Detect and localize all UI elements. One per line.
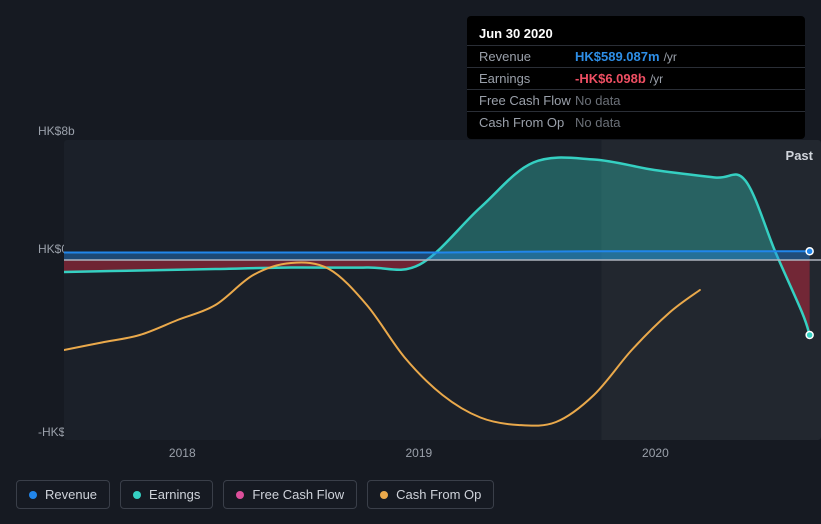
tooltip-row: Free Cash FlowNo data [467, 89, 805, 111]
ytick-label: HK$8b [38, 124, 75, 138]
legend-dot [133, 491, 141, 499]
xtick-label: 2018 [169, 446, 196, 460]
xtick-label: 2019 [405, 446, 432, 460]
legend-label: Revenue [45, 487, 97, 502]
xtick-label: 2020 [642, 446, 669, 460]
x-axis: 2018 2019 2020 [64, 446, 821, 466]
tooltip-row-unit: /yr [664, 50, 677, 64]
legend: Revenue Earnings Free Cash Flow Cash From O… [16, 480, 494, 509]
tooltip-row-value: No data [575, 93, 621, 108]
legend-dot [380, 491, 388, 499]
legend-item[interactable]: Revenue [16, 480, 110, 509]
tooltip-row: RevenueHK$589.087m/yr [467, 45, 805, 67]
tooltip-row-label: Revenue [479, 49, 575, 64]
legend-item[interactable]: Free Cash Flow [223, 480, 357, 509]
legend-dot [236, 491, 244, 499]
tooltip-row-value: -HK$6.098b [575, 71, 646, 86]
tooltip-row: Earnings-HK$6.098b/yr [467, 67, 805, 89]
financials-chart: HK$8b HK$0 -HK$12b Past 201820192020 [16, 120, 805, 460]
tooltip-row-label: Earnings [479, 71, 575, 86]
legend-label: Earnings [149, 487, 200, 502]
legend-item[interactable]: Earnings [120, 480, 213, 509]
legend-label: Free Cash Flow [252, 487, 344, 502]
legend-item[interactable]: Cash From Op [367, 480, 494, 509]
tooltip-row-unit: /yr [650, 72, 663, 86]
legend-label: Cash From Op [396, 487, 481, 502]
plot-area[interactable]: Past [64, 140, 821, 440]
tooltip-title: Jun 30 2020 [467, 22, 805, 45]
tooltip-row-value: HK$589.087m [575, 49, 660, 64]
tooltip-row-label: Free Cash Flow [479, 93, 575, 108]
legend-dot [29, 491, 37, 499]
